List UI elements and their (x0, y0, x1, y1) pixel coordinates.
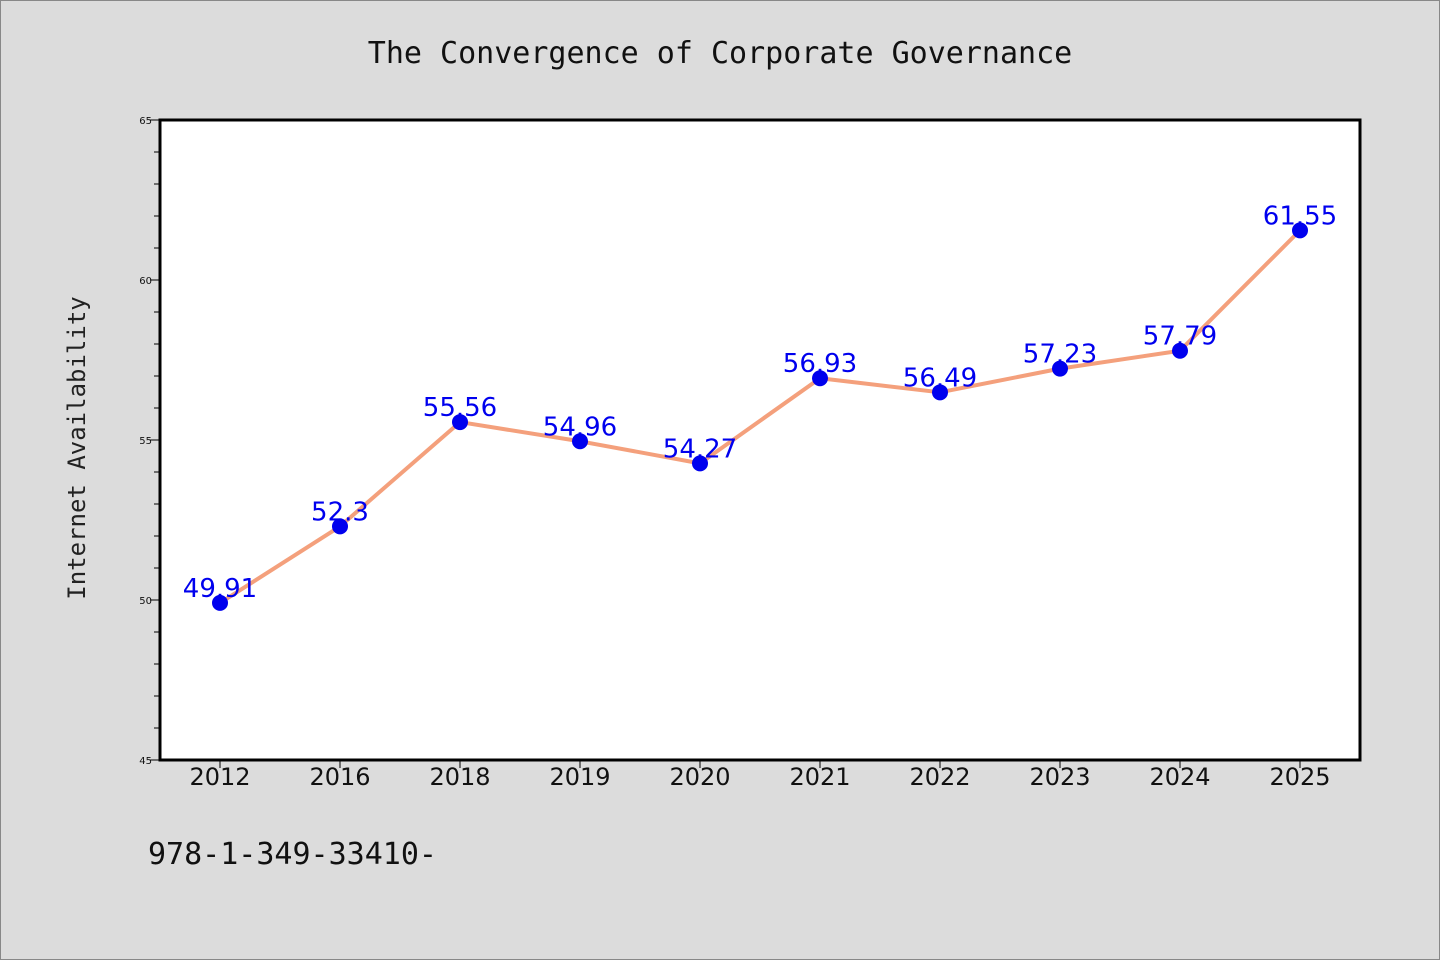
data-label: 57.79 (1143, 322, 1217, 352)
y-tick-label: 45 (139, 756, 152, 767)
data-labels: 49.91 52.3 55.56 54.96 54.27 56.93 56.49 57.23 5… (183, 201, 1337, 603)
x-tick-label: 2022 (909, 763, 970, 791)
y-axis-label: Internet Availability (63, 296, 91, 599)
y-tick-label: 55 (139, 436, 152, 447)
x-tick-label: 2018 (429, 763, 490, 791)
x-tick-label: 2019 (549, 763, 610, 791)
data-label: 54.27 (663, 434, 737, 464)
data-label: 56.49 (903, 363, 977, 393)
footer-text: 978-1-349-33410- (148, 837, 437, 872)
data-label: 56.93 (783, 349, 857, 379)
data-point (332, 518, 348, 535)
data-label: 52.3 (311, 497, 369, 527)
x-tick-label: 2020 (669, 763, 730, 791)
data-label: 55.56 (423, 393, 497, 423)
data-label: 57.23 (1023, 340, 1097, 370)
x-tick-label: 2025 (1269, 763, 1330, 791)
y-tick-label: 65 (139, 116, 152, 127)
data-point (452, 414, 468, 431)
data-point (692, 455, 708, 472)
y-axis-ticks: 45 50 55 60 65 (139, 116, 160, 767)
data-label: 49.91 (183, 574, 257, 604)
series-group (212, 222, 1308, 611)
data-label: 54.96 (543, 412, 617, 442)
x-tick-label: 2012 (189, 763, 250, 791)
data-point (212, 594, 228, 611)
data-point (1292, 222, 1308, 239)
y-tick-label: 50 (139, 596, 152, 607)
y-tick-label: 60 (139, 276, 152, 287)
x-tick-label: 2016 (309, 763, 370, 791)
plot-area (158, 118, 1362, 762)
x-tick-label: 2023 (1029, 763, 1090, 791)
data-point (1052, 360, 1068, 377)
data-point (812, 370, 828, 387)
chart-title: The Convergence of Corporate Governance (368, 36, 1072, 71)
data-point (572, 433, 588, 450)
x-tick-label: 2021 (789, 763, 850, 791)
data-point (1172, 342, 1188, 359)
x-axis-ticks: 2012 2016 2018 2019 2020 2021 2022 2023 2024 2025 (189, 760, 1331, 791)
series-line (218, 228, 1302, 605)
data-point (932, 384, 948, 401)
data-label: 61.55 (1263, 201, 1337, 231)
x-tick-label: 2024 (1149, 763, 1210, 791)
